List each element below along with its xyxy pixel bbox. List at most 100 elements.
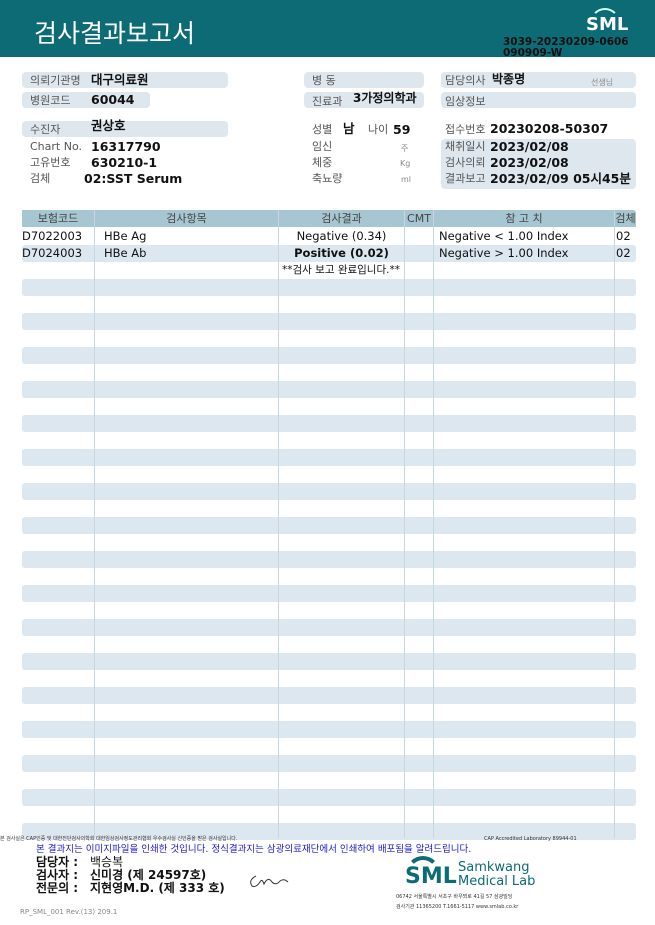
tester-name: 신미경 (제 24597호) [90,868,207,882]
signature-icon [250,875,289,887]
table-stripe [22,755,636,772]
id-label: 고유번호 [30,156,71,169]
col-divider [433,210,434,838]
table-stripe [22,585,636,602]
clinical-label: 임상정보 [445,95,486,108]
report-title: 검사결과보고서 [34,19,196,48]
row-code: D7024003 [22,246,83,260]
institution-label: 의뢰기관명 [30,74,81,87]
tester-label: 검사자 : [36,868,79,882]
doctor-value: 박종명 [492,72,526,86]
row-code: D7022003 [22,229,83,243]
lab-contact: 검사기관 11365200 T.1661-5117 www.smlab.co.k… [396,904,519,910]
collected-value: 2023/02/08 [490,139,569,154]
sml-logo-arc-icon [590,8,620,38]
table-stripe [22,619,636,636]
id-value: 630210-1 [91,155,158,170]
pregnancy-label: 임신 [312,140,333,153]
ward-box [304,72,424,88]
row-specimen: 02 [616,246,631,260]
col-divider [94,210,95,838]
sml-lab-logo: SML [405,864,457,889]
age-value: 59 [393,122,411,137]
table-stripe [22,381,636,398]
doctor-label: 담당의사 [445,74,486,87]
manager-label: 담당자 : [36,855,79,869]
age-label: 나이 [368,123,389,136]
report-number: 3039-20230209-0606 090909-W [503,36,629,59]
table-stripe [22,483,636,500]
pregnancy-unit: 주 [401,144,409,153]
table-row: D7024003 HBe Ab Positive (0.02) Negative… [0,245,655,261]
row-reference: Negative > 1.00 Index [439,246,569,260]
table-stripe [22,415,636,432]
doctor-box [441,72,636,88]
hospital-code-label: 병원코드 [30,94,71,107]
specimen-value: 02:SST Serum [84,171,183,186]
patient-value: 권상호 [91,118,126,133]
table-stripe [22,347,636,364]
table-row: D7022003 HBe Ag Negative (0.34) Negative… [0,228,655,244]
requested-label: 검사의뢰 [445,156,486,169]
collected-label: 채취일시 [445,140,486,153]
urine-label: 축뇨량 [312,172,343,185]
weight-unit: Kg [400,159,411,168]
form-number: RP_SML_001 Rev.(13) 209.1 [20,908,118,916]
row-specimen: 02 [616,229,631,243]
specialist-label: 전문의 : [36,881,79,895]
row-result: Negative (0.34) [296,229,387,243]
ward-label: 병 동 [312,74,336,87]
table-stripe [22,245,636,262]
col-header-code: 보험코드 [22,210,94,227]
department-label: 진료과 [312,95,343,108]
department-value: 3가정의학과 [353,91,417,105]
chart-value: 16317790 [91,139,161,154]
institution-box [22,72,228,88]
hospital-code-value: 60044 [91,92,135,107]
receipt-label: 접수번호 [445,123,486,136]
col-divider [614,210,615,838]
department-box [304,92,424,108]
sml-lab-logo-arc-icon [406,856,440,890]
table-stripe [22,789,636,806]
col-header-specimen: 검체 [615,210,636,227]
table-stripe [22,279,636,296]
table-stripe [22,687,636,704]
table-stripe [22,551,636,568]
col-header-result: 검사결과 [279,210,404,227]
lab-name: Samkwang Medical Lab [458,860,536,889]
report-header-bar [0,0,655,57]
report-complete-note: **검사 보고 완료입니다.** [282,264,400,276]
urine-unit: ml [401,175,412,184]
certification-note: 본 검사실은 CAP인증 및 대한진단검사의학회 대한임상검사정도관리협회 우수… [0,836,238,842]
specialist-name: 지현영M.D. (제 333 호) [90,881,225,895]
clinical-box [441,92,636,108]
dates-box [441,139,636,189]
col-divider [278,210,279,838]
image-notice: 본 결과지는 이미지파일을 인쇄한 것입니다. 정식결과지는 삼광의료재단에서 … [36,844,472,855]
col-header-reference: 참 고 치 [434,210,614,227]
patient-label: 수진자 [30,123,61,136]
table-stripe [22,517,636,534]
cap-accreditation: CAP Accredited Laboratory 89944-01 [484,836,577,842]
col-header-cmt: CMT [405,210,433,227]
col-header-item: 검사항목 [95,210,278,227]
row-result: Positive (0.02) [294,246,389,260]
receipt-value: 20230208-50307 [490,121,609,136]
manager-name: 백승복 [90,855,124,869]
doctor-suffix: 선생님 [591,78,614,87]
hospital-code-box [22,92,150,108]
weight-label: 체중 [312,156,333,169]
table-stripe [22,449,636,466]
sex-label: 성별 [312,123,333,136]
table-stripe [22,721,636,738]
row-item: HBe Ab [104,246,147,260]
specimen-label: 검체 [30,172,51,185]
lab-address: 06742 서울특별시 서초구 바우뫼로 41길 57 삼광빌딩 [396,894,513,900]
col-divider [404,210,405,838]
chart-label: Chart No. [30,140,82,153]
row-reference: Negative < 1.00 Index [439,229,569,243]
table-stripe [22,653,636,670]
patient-box [22,121,228,137]
table-stripe [22,313,636,330]
